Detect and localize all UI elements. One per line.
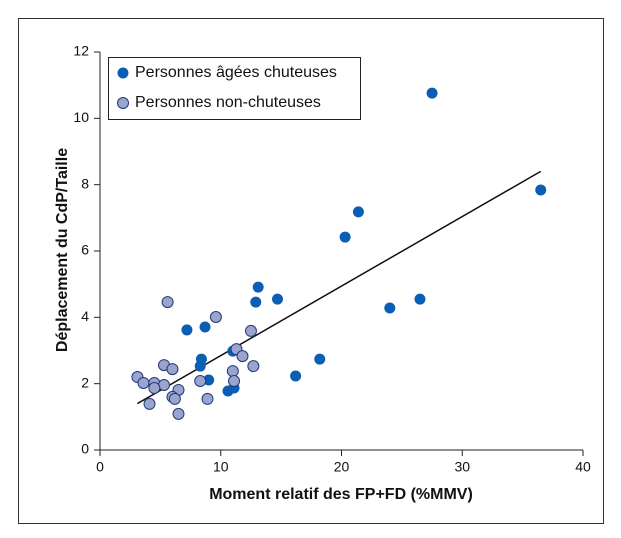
point — [199, 321, 211, 333]
y-axis-title: Déplacement du CdP/Taille — [54, 148, 71, 352]
point — [290, 370, 302, 382]
point — [226, 365, 239, 378]
legend-box — [108, 57, 361, 120]
y-tick-label: 0 — [81, 441, 89, 457]
point — [143, 397, 156, 410]
point — [535, 184, 547, 196]
x-tick-label: 20 — [334, 459, 350, 475]
point — [247, 360, 260, 373]
x-tick-label: 10 — [213, 459, 229, 475]
x-tick-label: 30 — [454, 459, 470, 475]
point — [194, 360, 206, 372]
point — [352, 206, 364, 218]
point — [244, 324, 257, 337]
x-axis-title: Moment relatif des FP+FD (%MMV) — [209, 486, 473, 503]
point — [148, 381, 161, 394]
y-tick-label: 12 — [73, 43, 89, 59]
legend-marker — [117, 67, 129, 79]
point — [161, 296, 174, 309]
point — [172, 407, 185, 420]
point — [252, 281, 264, 293]
x-tick-label: 0 — [96, 459, 104, 475]
point — [194, 375, 207, 388]
point — [339, 231, 351, 243]
x-tick-label: 40 — [575, 459, 591, 475]
y-tick-label: 2 — [81, 374, 89, 390]
y-tick-label: 8 — [81, 175, 89, 191]
point — [426, 87, 438, 99]
point — [228, 375, 241, 388]
point — [201, 392, 214, 405]
point — [166, 363, 179, 376]
point — [137, 377, 150, 390]
legend-marker — [117, 97, 129, 109]
point — [250, 296, 262, 308]
y-tick-label: 10 — [73, 109, 89, 125]
legend-label: Personnes âgées chuteuses — [135, 64, 337, 81]
y-tick-label: 6 — [81, 242, 89, 258]
point — [384, 302, 396, 314]
point — [314, 353, 326, 365]
point — [209, 311, 222, 324]
legend-label: Personnes non-chuteuses — [135, 94, 321, 111]
frame — [18, 18, 604, 524]
point — [168, 392, 181, 405]
point — [272, 293, 284, 305]
point — [236, 350, 249, 363]
y-tick-label: 4 — [81, 308, 89, 324]
point — [414, 293, 426, 305]
point — [181, 324, 193, 336]
